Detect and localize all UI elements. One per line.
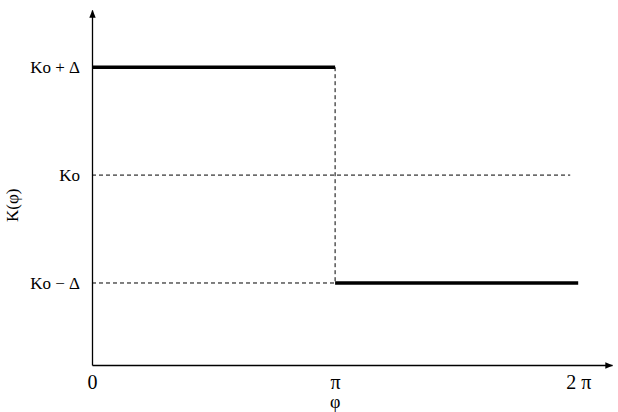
tick-label: Ko + Δ bbox=[30, 58, 80, 77]
tick: Ko + Δ bbox=[30, 58, 92, 77]
step-line bbox=[335, 281, 578, 285]
chart: 0 π 2 π Ko + Δ Ko Ko − Δ φ K(φ) bbox=[0, 0, 618, 412]
tick: Ko bbox=[59, 166, 92, 185]
dashed-line bbox=[92, 175, 570, 176]
tick-label: π bbox=[331, 371, 341, 393]
axis-line bbox=[93, 365, 613, 366]
y-axis: Ko + Δ Ko Ko − Δ bbox=[30, 11, 92, 366]
x-axis-title: φ bbox=[330, 392, 340, 412]
tick: π bbox=[331, 365, 341, 393]
tick: Ko − Δ bbox=[30, 274, 92, 293]
dashed-line bbox=[335, 67, 336, 283]
x-axis: 0 π 2 π bbox=[88, 365, 613, 393]
lines bbox=[92, 67, 578, 283]
axis-line bbox=[92, 11, 93, 366]
plot: 0 π 2 π Ko + Δ Ko Ko − Δ bbox=[30, 11, 612, 394]
step-line bbox=[92, 65, 335, 69]
tick-label: 0 bbox=[88, 371, 98, 393]
y-axis-title: K(φ) bbox=[3, 189, 22, 222]
tick: 2 π bbox=[566, 365, 591, 393]
tick-label: Ko bbox=[59, 166, 80, 185]
tick-label: 2 π bbox=[566, 371, 591, 393]
tick: 0 bbox=[88, 365, 98, 393]
tick-label: Ko − Δ bbox=[30, 274, 80, 293]
dashed-line bbox=[92, 282, 335, 283]
